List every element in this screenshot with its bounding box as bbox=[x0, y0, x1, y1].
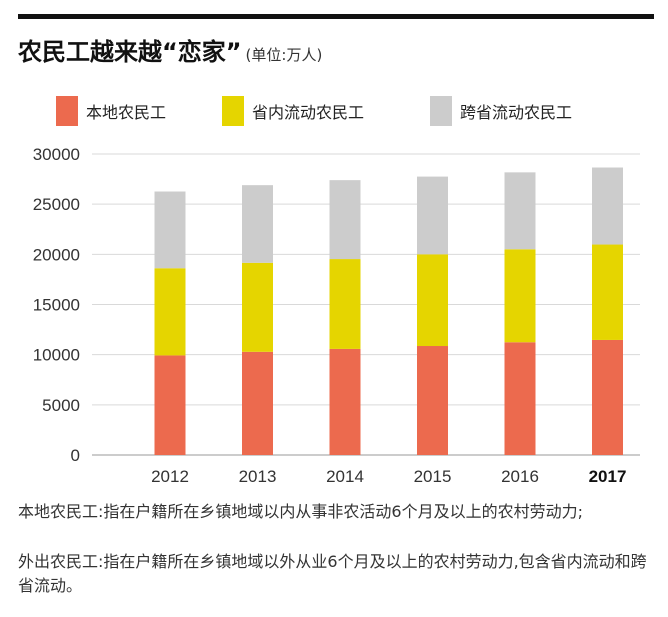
y-tick-label: 20000 bbox=[33, 245, 80, 264]
x-tick-label: 2015 bbox=[414, 467, 452, 486]
bar-segment bbox=[154, 268, 186, 356]
bar-segment bbox=[242, 262, 273, 352]
y-tick-label: 30000 bbox=[33, 145, 80, 164]
y-tick-label: 25000 bbox=[33, 195, 80, 214]
y-tick-label: 10000 bbox=[33, 346, 80, 365]
bar-segment bbox=[417, 254, 448, 347]
bar-segment bbox=[242, 185, 273, 263]
legend-item-local: 本地农民工 bbox=[56, 96, 166, 126]
bar-segment bbox=[592, 167, 623, 245]
bar-segment bbox=[592, 244, 623, 340]
x-tick-label: 2013 bbox=[239, 467, 277, 486]
legend: 本地农民工 省内流动农民工 跨省流动农民工 bbox=[0, 96, 668, 126]
legend-label-in-province: 省内流动农民工 bbox=[252, 103, 365, 122]
x-tick-label: 2012 bbox=[151, 467, 189, 486]
legend-item-in-province: 省内流动农民工 bbox=[222, 96, 364, 126]
y-tick-label: 0 bbox=[71, 446, 80, 465]
legend-item-cross-province: 跨省流动农民工 bbox=[430, 96, 572, 126]
bar-segment bbox=[417, 346, 448, 455]
stacked-bar-chart: 0 5000 10000 15000 20000 25000 30000 2012 2013 20… bbox=[33, 145, 640, 486]
legend-swatch-local bbox=[56, 96, 78, 126]
y-tick-label: 5000 bbox=[42, 396, 80, 415]
note-migrant-definition: 外出农民工:指在户籍所在乡镇地域以外从业6个月及以上的农村劳动力,包含省内流动和… bbox=[18, 552, 647, 595]
legend-label-local: 本地农民工 bbox=[86, 103, 167, 122]
bar-segment bbox=[329, 259, 361, 349]
bar-segment bbox=[329, 348, 361, 455]
legend-swatch-cross-province bbox=[430, 96, 452, 126]
y-tick-label: 15000 bbox=[33, 296, 80, 315]
legend-label-cross-province: 跨省流动农民工 bbox=[460, 103, 573, 122]
legend-swatch-in-province bbox=[222, 96, 244, 126]
bar-segment bbox=[504, 249, 536, 343]
bar-segment bbox=[154, 355, 186, 455]
bar-segment bbox=[154, 191, 186, 269]
bar-segment bbox=[504, 172, 536, 250]
unit-label: (单位:万人) bbox=[245, 46, 323, 64]
x-tick-label: 2016 bbox=[501, 467, 539, 486]
bar-segment bbox=[504, 342, 536, 455]
note-local-definition: 本地农民工:指在户籍所在乡镇地域以内从事非农活动6个月及以上的农村劳动力; bbox=[18, 502, 583, 521]
top-rule bbox=[18, 14, 654, 19]
x-tick-label: 2017 bbox=[589, 467, 627, 486]
bar-segment bbox=[417, 176, 448, 255]
bar-segment bbox=[592, 339, 623, 455]
chart-title: 农民工越来越“恋家” (单位:万人) bbox=[18, 38, 323, 66]
bar-segment bbox=[329, 180, 361, 260]
bar-segment bbox=[242, 351, 273, 455]
x-tick-label: 2014 bbox=[326, 467, 364, 486]
